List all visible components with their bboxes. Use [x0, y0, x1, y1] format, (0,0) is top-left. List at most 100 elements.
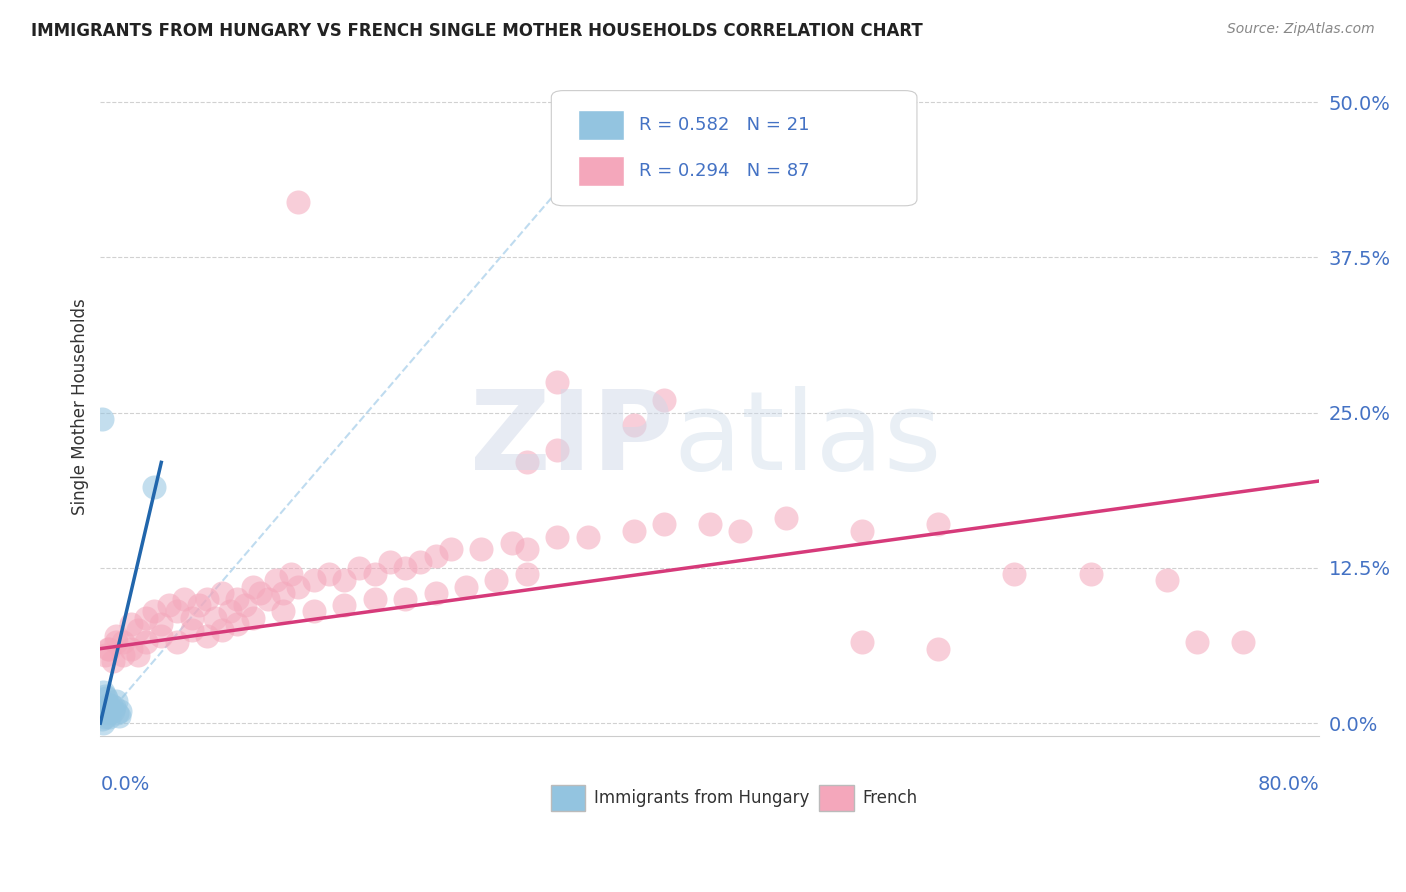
Point — [409, 555, 432, 569]
Point — [211, 623, 233, 637]
Point — [108, 704, 131, 718]
Text: 80.0%: 80.0% — [1257, 775, 1319, 794]
Point — [157, 598, 180, 612]
Point — [166, 635, 188, 649]
Point — [623, 418, 645, 433]
Text: R = 0.582   N = 21: R = 0.582 N = 21 — [640, 116, 810, 134]
Point — [104, 635, 127, 649]
Point — [98, 710, 121, 724]
Bar — [578, 156, 624, 186]
Point — [100, 698, 122, 712]
Point — [425, 586, 447, 600]
Point — [150, 616, 173, 631]
Point — [1187, 635, 1209, 649]
Point — [195, 592, 218, 607]
Point — [90, 412, 112, 426]
Point — [271, 586, 294, 600]
Text: Source: ZipAtlas.com: Source: ZipAtlas.com — [1227, 22, 1375, 37]
Point — [485, 574, 508, 588]
Point — [394, 592, 416, 607]
Bar — [551, 785, 585, 811]
Text: ZIP: ZIP — [470, 386, 673, 493]
Point — [1080, 567, 1102, 582]
Point — [195, 629, 218, 643]
Point — [271, 604, 294, 618]
Point — [546, 375, 568, 389]
Point — [363, 592, 385, 607]
Bar — [578, 111, 624, 140]
Point — [104, 629, 127, 643]
Point — [127, 648, 149, 662]
Point — [394, 561, 416, 575]
Point — [1004, 567, 1026, 582]
Text: R = 0.294   N = 87: R = 0.294 N = 87 — [640, 161, 810, 180]
Point — [180, 610, 202, 624]
Point — [101, 654, 124, 668]
Point — [94, 648, 117, 662]
Point — [728, 524, 751, 538]
Point — [242, 580, 264, 594]
Point — [104, 694, 127, 708]
Point — [576, 530, 599, 544]
Point — [425, 549, 447, 563]
Point — [127, 623, 149, 637]
Point — [516, 542, 538, 557]
Point — [623, 524, 645, 538]
Point — [516, 567, 538, 582]
Point — [150, 629, 173, 643]
Point — [287, 194, 309, 209]
Point — [97, 706, 120, 721]
Point — [440, 542, 463, 557]
Point — [105, 706, 128, 721]
Point — [1232, 635, 1254, 649]
Point — [264, 574, 287, 588]
Bar — [820, 785, 853, 811]
Point — [112, 648, 135, 662]
Point — [103, 700, 125, 714]
Point — [516, 455, 538, 469]
Point — [94, 689, 117, 703]
Point — [1156, 574, 1178, 588]
Point — [98, 641, 121, 656]
Point — [501, 536, 523, 550]
Point — [93, 716, 115, 731]
Point — [546, 442, 568, 457]
Point — [142, 604, 165, 618]
Point — [173, 592, 195, 607]
Point — [851, 635, 873, 649]
Text: French: French — [862, 789, 917, 807]
Point — [652, 517, 675, 532]
Point — [470, 542, 492, 557]
Text: IMMIGRANTS FROM HUNGARY VS FRENCH SINGLE MOTHER HOUSEHOLDS CORRELATION CHART: IMMIGRANTS FROM HUNGARY VS FRENCH SINGLE… — [31, 22, 922, 40]
Point — [218, 604, 240, 618]
Point — [333, 598, 356, 612]
Text: atlas: atlas — [673, 386, 942, 493]
Point — [927, 641, 949, 656]
Text: 0.0%: 0.0% — [100, 775, 149, 794]
Point — [180, 623, 202, 637]
Y-axis label: Single Mother Households: Single Mother Households — [72, 298, 89, 515]
Point — [135, 610, 157, 624]
Point — [120, 641, 142, 656]
Point — [107, 708, 129, 723]
Point — [226, 592, 249, 607]
Point — [349, 561, 371, 575]
Point — [287, 580, 309, 594]
Point — [96, 691, 118, 706]
Point — [363, 567, 385, 582]
Point — [90, 713, 112, 727]
Point — [927, 517, 949, 532]
Point — [120, 616, 142, 631]
FancyBboxPatch shape — [551, 91, 917, 206]
Point — [851, 524, 873, 538]
Point — [94, 710, 117, 724]
Point — [93, 685, 115, 699]
Point — [257, 592, 280, 607]
Point — [97, 641, 120, 656]
Point — [280, 567, 302, 582]
Point — [142, 480, 165, 494]
Point — [302, 574, 325, 588]
Point — [188, 598, 211, 612]
Point — [249, 586, 271, 600]
Point — [98, 701, 121, 715]
